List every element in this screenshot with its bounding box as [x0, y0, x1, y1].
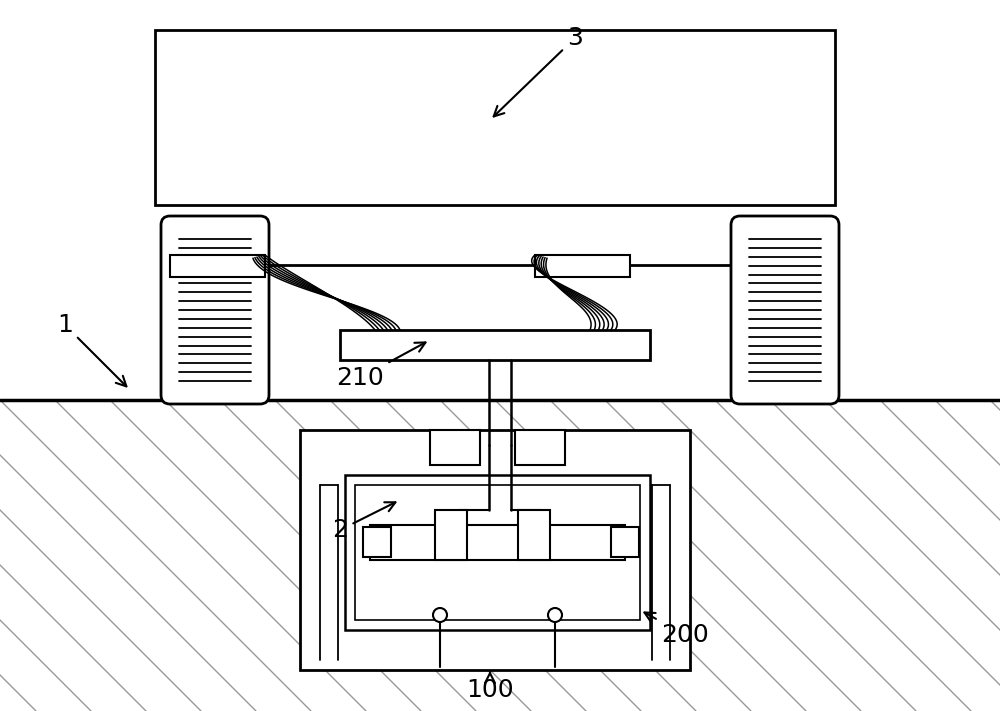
Bar — [170, 255, 265, 277]
Text: 2: 2 — [332, 502, 395, 542]
Bar — [345, 475, 650, 630]
Circle shape — [548, 608, 562, 622]
FancyBboxPatch shape — [731, 216, 839, 404]
Bar — [300, 430, 690, 670]
Text: 3: 3 — [494, 26, 583, 117]
Bar — [355, 485, 640, 620]
Circle shape — [433, 608, 447, 622]
Bar — [430, 430, 480, 465]
Bar — [535, 255, 630, 277]
Text: 210: 210 — [336, 343, 426, 390]
Text: 100: 100 — [466, 672, 514, 702]
Bar — [155, 30, 835, 205]
Bar — [340, 330, 650, 360]
Bar — [518, 510, 550, 560]
Text: 200: 200 — [644, 612, 709, 647]
Bar — [0, 400, 1000, 711]
Text: 1: 1 — [57, 313, 126, 386]
FancyBboxPatch shape — [161, 216, 269, 404]
Bar — [611, 527, 639, 557]
Bar — [515, 430, 565, 465]
Bar — [435, 510, 467, 560]
Bar — [363, 527, 391, 557]
Bar — [370, 525, 625, 560]
